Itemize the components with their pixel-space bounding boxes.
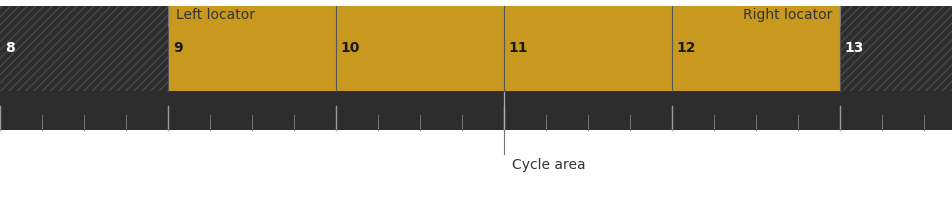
Bar — [0, 6, 952, 91]
Text: Cycle area: Cycle area — [511, 158, 585, 172]
Bar — [168, 6, 840, 91]
Text: 10: 10 — [341, 41, 360, 55]
Text: Left locator: Left locator — [175, 8, 254, 22]
Text: 12: 12 — [677, 41, 696, 55]
Bar — [840, 6, 952, 91]
Bar — [0, 91, 952, 130]
Bar — [840, 6, 952, 91]
Text: 8: 8 — [5, 41, 14, 55]
Text: 13: 13 — [844, 41, 864, 55]
Bar — [0, 6, 168, 91]
Text: 9: 9 — [172, 41, 183, 55]
Text: 11: 11 — [508, 41, 528, 55]
Text: Right locator: Right locator — [743, 8, 832, 22]
Bar — [0, 6, 168, 91]
